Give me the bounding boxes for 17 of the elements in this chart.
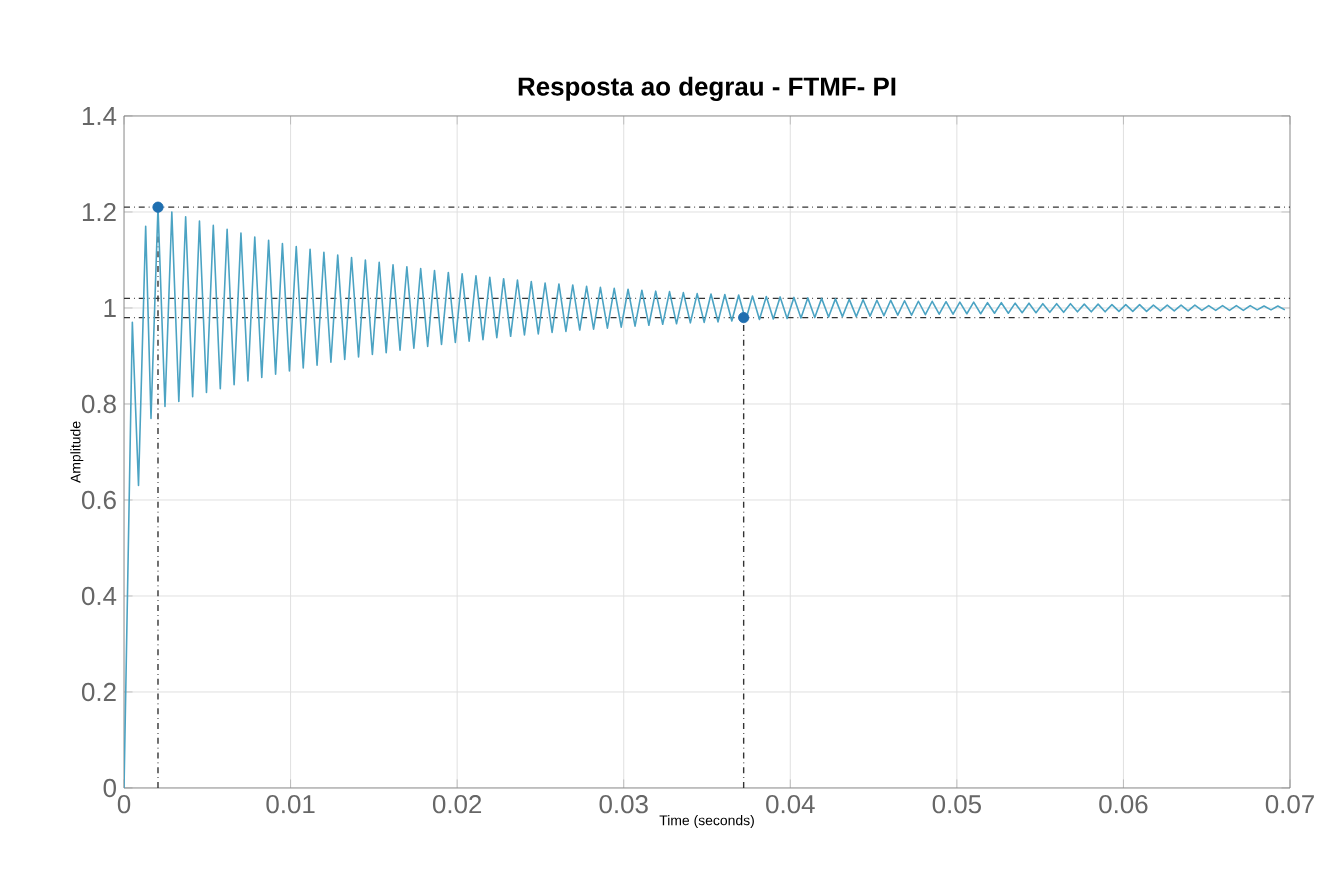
x-tick-label: 0.06 [1099, 795, 1148, 814]
y-tick-label: 1 [104, 299, 116, 317]
x-tick-label: 0 [117, 795, 131, 814]
y-tick-label: 0.6 [81, 490, 116, 510]
y-tick-label: 1.2 [82, 202, 116, 222]
y-tick-label: 1.4 [82, 107, 117, 125]
y-tick-label: 0.2 [81, 682, 116, 702]
x-tick-label: 0.03 [599, 795, 648, 814]
x-tick-label: 0.07 [1265, 795, 1314, 814]
y-tick-label: 0.8 [81, 394, 116, 414]
x-tick-label: 0.04 [766, 795, 815, 814]
x-tick-label: 0.02 [432, 795, 482, 814]
chart-title: Resposta ao degrau - FTMF- PI [518, 76, 896, 101]
y-tick-label: 0 [103, 778, 116, 798]
x-tick-label: 0.01 [266, 795, 315, 814]
x-tick-label: 0.05 [932, 795, 981, 814]
y-tick-label: 0.4 [81, 586, 117, 606]
